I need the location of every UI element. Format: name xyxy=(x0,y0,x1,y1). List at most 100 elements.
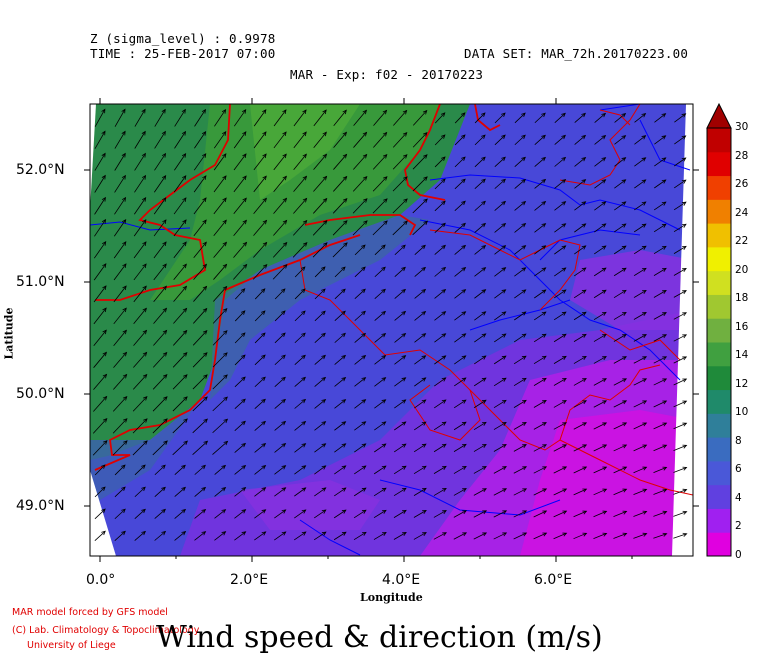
wind-arrow-head xyxy=(163,396,168,401)
wind-arrow xyxy=(434,289,446,299)
wind-arrow xyxy=(192,418,208,434)
wind-arrow xyxy=(212,396,228,412)
wind-arrow xyxy=(294,310,306,322)
wind-arrow-head xyxy=(621,112,627,118)
wind-arrow-head xyxy=(261,509,267,514)
wind-arrow xyxy=(514,311,526,321)
wind-arrow-head xyxy=(581,112,586,118)
wind-arrow xyxy=(473,532,487,540)
wind-arrow xyxy=(653,444,667,452)
wind-arrow xyxy=(513,444,527,452)
wind-arrow xyxy=(553,311,567,321)
wind-arrow xyxy=(473,466,487,474)
wind-arrow xyxy=(253,220,267,236)
wind-arrow xyxy=(494,223,506,233)
wind-arrow xyxy=(533,311,547,321)
wind-arrow xyxy=(234,487,246,497)
wind-arrow-head xyxy=(182,175,187,180)
wind-arrow-head xyxy=(403,198,408,203)
wind-arrow xyxy=(314,288,326,300)
colorbar-label: 26 xyxy=(735,178,749,191)
wind-arrow xyxy=(294,465,306,475)
wind-arrow-head xyxy=(202,241,207,247)
wind-arrow-head xyxy=(242,219,247,225)
wind-arrow-head xyxy=(601,157,607,162)
wind-arrow xyxy=(394,421,406,431)
wind-arrow-head xyxy=(183,396,188,401)
wind-arrow xyxy=(573,400,587,408)
wind-arrow xyxy=(454,156,466,168)
wind-arrow-head xyxy=(142,241,147,246)
wind-arrow xyxy=(412,220,428,236)
wind-arrow xyxy=(273,176,287,192)
wind-arrow xyxy=(392,176,408,192)
wind-arrow xyxy=(173,308,187,324)
wind-arrow-head xyxy=(121,108,126,114)
wind-arrow-head xyxy=(581,245,587,250)
wind-arrow xyxy=(373,487,387,497)
wind-arrow xyxy=(374,443,386,453)
wind-arrow xyxy=(634,201,646,211)
colorbar-label: 20 xyxy=(735,263,749,276)
wind-arrow xyxy=(653,290,667,298)
wind-arrow xyxy=(553,333,567,343)
wind-arrow xyxy=(574,113,586,123)
wind-arrow-head xyxy=(541,112,546,118)
wind-arrow-head xyxy=(262,219,268,225)
wind-arrow xyxy=(513,422,527,430)
wind-arrow-head xyxy=(561,289,567,294)
wind-arrow xyxy=(573,289,587,299)
wind-arrow xyxy=(553,488,567,496)
wind-arrow xyxy=(192,440,208,456)
wind-arrow xyxy=(413,465,427,475)
wind-arrow-head xyxy=(582,510,588,515)
wind-arrow-head xyxy=(281,465,287,470)
colorbar-swatch xyxy=(707,532,731,557)
wind-arrow-head xyxy=(122,307,127,313)
wind-arrow-head xyxy=(321,443,327,448)
wind-arrow xyxy=(154,531,166,541)
wind-arrow-head xyxy=(341,531,347,536)
wind-arrow-head xyxy=(121,530,126,536)
wind-arrow xyxy=(113,219,127,237)
wind-arrow-head xyxy=(422,109,428,115)
wind-arrow-head xyxy=(182,352,188,357)
wind-arrow xyxy=(413,443,427,453)
wind-arrow-head xyxy=(361,266,366,272)
wind-arrow-head xyxy=(541,289,547,294)
wind-arrow-head xyxy=(341,288,346,294)
wind-arrow xyxy=(553,444,567,452)
wind-arrow-head xyxy=(682,510,688,515)
wind-arrow xyxy=(553,400,567,408)
wind-arrow-head xyxy=(321,531,327,536)
wind-arrow-head xyxy=(582,532,588,537)
colorbar-label: 16 xyxy=(735,320,749,333)
wind-arrow xyxy=(314,443,326,453)
wind-arrow xyxy=(173,175,187,193)
wind-arrow-head xyxy=(321,398,327,404)
wind-arrow xyxy=(593,245,607,255)
wind-arrow xyxy=(214,531,226,541)
wind-arrow-head xyxy=(221,464,227,470)
wind-arrow xyxy=(493,444,507,452)
wind-arrow-head xyxy=(102,351,107,357)
wind-arrow xyxy=(194,131,206,149)
wind-arrow xyxy=(633,223,647,233)
wind-arrow xyxy=(253,198,267,214)
colorbar-swatch xyxy=(707,294,731,319)
wind-arrow xyxy=(352,198,368,214)
wind-arrow-head xyxy=(341,509,347,514)
wind-arrow-head xyxy=(441,156,446,161)
wind-arrow-head xyxy=(661,201,667,206)
wind-arrow xyxy=(433,399,447,409)
wind-arrow xyxy=(272,264,288,280)
wind-arrow-head xyxy=(382,131,388,137)
lat-tick-50: 50.0°N xyxy=(16,386,65,402)
wind-arrow xyxy=(533,378,547,386)
wind-arrow xyxy=(653,422,667,430)
wind-arrow-head xyxy=(322,109,327,115)
z-level-label: Z (sigma_level) : 0.9978 xyxy=(90,31,276,46)
wind-arrow xyxy=(93,374,107,390)
wind-arrow-head xyxy=(461,244,467,250)
wind-arrow-head xyxy=(402,154,408,159)
